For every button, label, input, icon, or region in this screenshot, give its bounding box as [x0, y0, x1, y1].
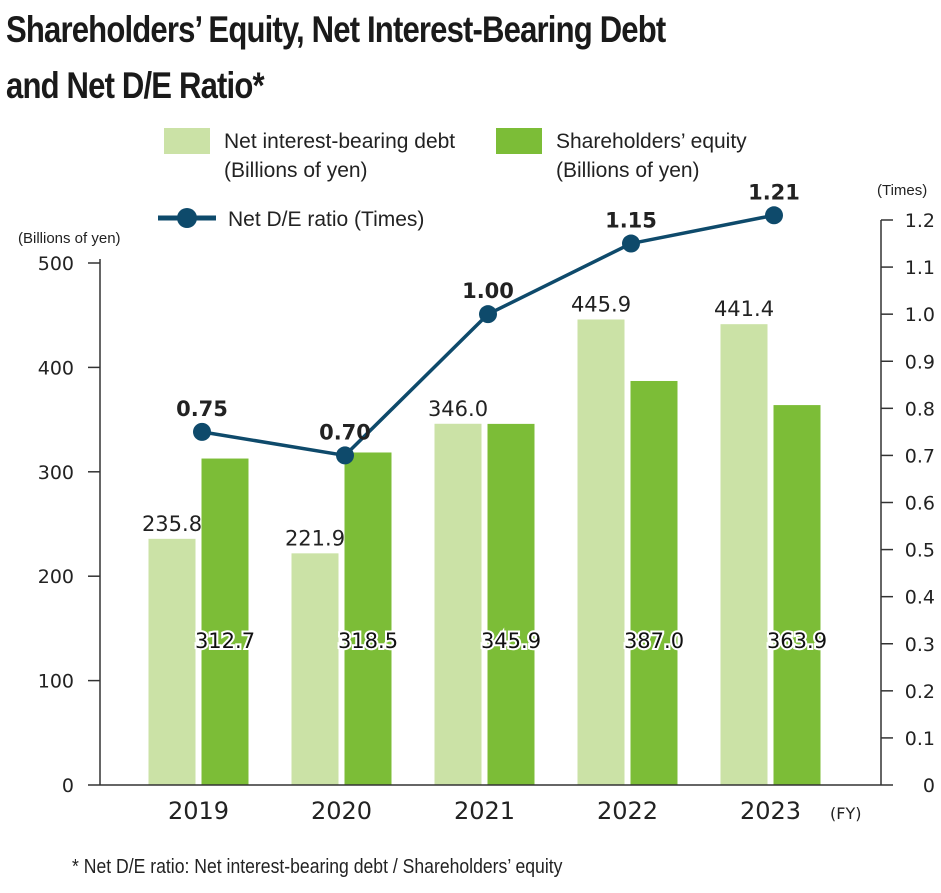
legend-swatch-equity — [496, 128, 542, 154]
right-tick-label-0.2: 0.2 — [905, 681, 935, 703]
right-tick-label-0.7: 0.7 — [905, 445, 935, 467]
legend-label-equity-unit: (Billions of yen) — [556, 159, 700, 182]
label-equity-2019: 312.7 — [195, 629, 255, 653]
legend-marker-ratio — [177, 208, 197, 228]
chart-title: Shareholders’ Equity, Net Interest-Beari… — [6, 2, 888, 114]
label-ratio-2022: 1.15 — [605, 209, 657, 233]
right-axis-unit: (Times) — [877, 182, 927, 199]
legend: Net interest-bearing debt (Billions of y… — [158, 128, 747, 231]
right-tick-label-0.4: 0.4 — [905, 587, 935, 609]
bar-debt-2023 — [720, 324, 768, 785]
right-tick-label-1.0: 1.0 — [905, 304, 935, 326]
bar-equity-2019 — [201, 458, 249, 785]
label-equity-2023: 363.9 — [767, 629, 827, 653]
bar-equity-2023 — [773, 405, 821, 785]
left-tick-label-100: 100 — [38, 671, 74, 693]
bar-equity-2022 — [630, 380, 678, 785]
x-tick-label-2021: 2021 — [454, 797, 515, 825]
left-tick-label-200: 200 — [38, 566, 74, 588]
legend-label-equity: Shareholders’ equity — [556, 130, 747, 153]
left-axis-unit: (Billions of yen) — [18, 230, 121, 247]
right-tick-label-0.9: 0.9 — [905, 351, 935, 373]
x-tick-label-2023: 2023 — [740, 797, 801, 825]
right-tick-label-0: 0 — [923, 775, 935, 797]
label-debt-2023: 441.4 — [714, 297, 774, 321]
label-debt-2022: 445.9 — [571, 292, 631, 316]
ratio-line — [193, 206, 783, 465]
left-tick-label-500: 500 — [38, 253, 74, 275]
left-tick-label-400: 400 — [38, 357, 74, 379]
bar-debt-2020 — [291, 553, 339, 785]
label-ratio-2023: 1.21 — [748, 180, 800, 204]
label-ratio-2020: 0.70 — [319, 420, 371, 444]
bar-debt-2021 — [434, 423, 482, 785]
label-ratio-2019: 0.75 — [176, 397, 228, 421]
legend-label-ratio: Net D/E ratio (Times) — [228, 208, 424, 231]
x-tick-label-2022: 2022 — [597, 797, 658, 825]
legend-label-debt: Net interest-bearing debt — [224, 130, 455, 153]
left-tick-label-300: 300 — [38, 462, 74, 484]
label-debt-2019: 235.8 — [142, 512, 202, 536]
x-tick-label-2019: 2019 — [168, 797, 229, 825]
label-equity-2021: 345.9 — [481, 629, 541, 653]
right-tick-label-1.2: 1.2 — [905, 210, 935, 232]
label-debt-2021: 346.0 — [428, 397, 488, 421]
legend-swatch-debt — [164, 128, 210, 154]
right-tick-label-0.8: 0.8 — [905, 398, 935, 420]
footnote: * Net D/E ratio: Net interest-bearing de… — [72, 856, 563, 878]
ratio-point-2019 — [193, 422, 211, 441]
bars — [148, 319, 821, 785]
right-tick-label-0.6: 0.6 — [905, 493, 935, 515]
chart-title-line-2: and Net D/E Ratio* — [6, 65, 265, 106]
label-equity-2020: 318.5 — [338, 629, 398, 653]
x-axis-unit: (FY) — [830, 804, 861, 823]
label-equity-2022: 387.0 — [624, 629, 684, 653]
bar-equity-2021 — [487, 423, 535, 785]
ratio-point-2021 — [479, 305, 497, 324]
chart-title-line-1: Shareholders’ Equity, Net Interest-Beari… — [6, 9, 666, 50]
label-debt-2020: 221.9 — [285, 526, 345, 550]
right-tick-label-0.1: 0.1 — [905, 728, 935, 750]
right-tick-label-0.3: 0.3 — [905, 634, 935, 656]
bar-debt-2022 — [577, 319, 625, 785]
right-tick-label-1.1: 1.1 — [905, 257, 935, 279]
label-ratio-2021: 1.00 — [462, 279, 514, 303]
ratio-point-2023 — [765, 206, 783, 225]
right-tick-label-0.5: 0.5 — [905, 540, 935, 562]
legend-label-debt-unit: (Billions of yen) — [224, 159, 368, 182]
axes: 2019 2020 2021 2022 2023 0 100 200 300 400 500 0 0.1… — [38, 210, 935, 825]
left-tick-label-0: 0 — [62, 775, 74, 797]
bar-debt-2019 — [148, 538, 196, 785]
ratio-point-2022 — [622, 234, 640, 253]
x-tick-label-2020: 2020 — [311, 797, 372, 825]
data-labels: 235.8 312.7 221.9 318.5 346.0 345.9 445.9 387.0… — [142, 180, 829, 655]
ratio-point-2020 — [336, 446, 354, 465]
bar-equity-2020 — [344, 452, 392, 785]
